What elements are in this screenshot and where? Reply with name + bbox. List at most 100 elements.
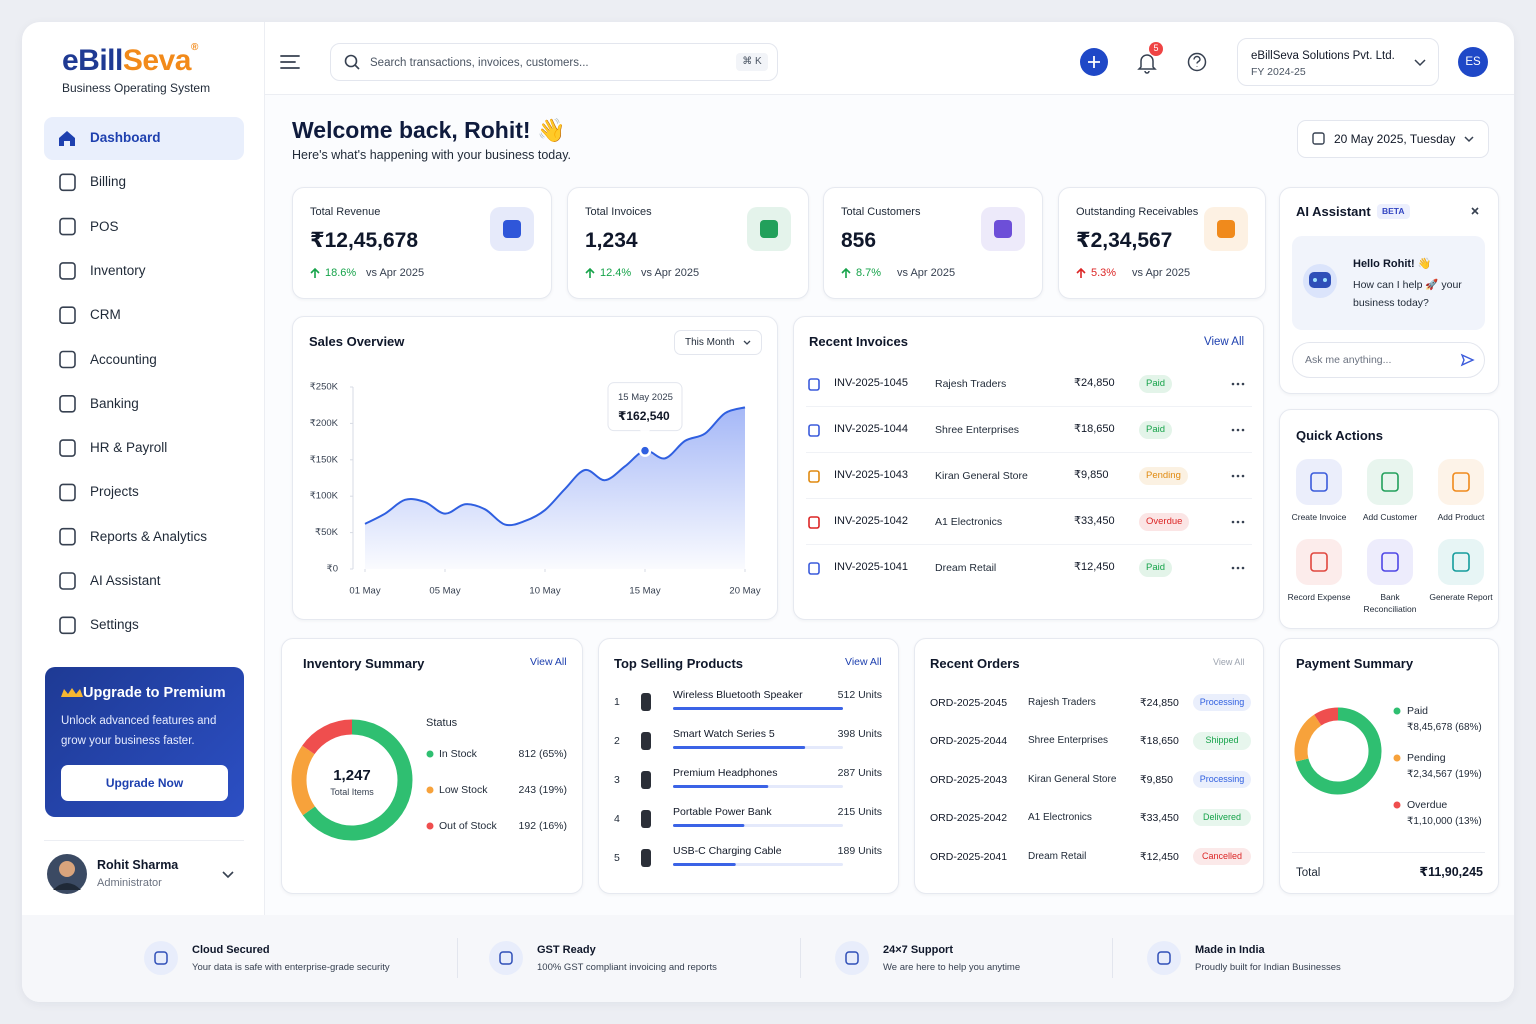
donut-center-label: Total Items	[330, 787, 374, 797]
feature-title: 24×7 Support	[883, 944, 953, 956]
invoice-id[interactable]: INV-2025-1042	[834, 515, 908, 527]
ai-greeting: Hello Rohit! 👋	[1353, 258, 1432, 270]
chart-title: Sales Overview	[309, 334, 405, 349]
order-id[interactable]: ORD-2025-2043	[930, 773, 1008, 786]
invoice-customer: Shree Enterprises	[935, 424, 1020, 436]
invoice-amount: ₹24,850	[1074, 377, 1115, 389]
view-all-link[interactable]: View All	[1204, 336, 1245, 348]
search-box[interactable]	[330, 43, 778, 81]
nav-item[interactable]: CRM	[90, 307, 121, 323]
logo-part: Seva	[122, 44, 192, 77]
kpi-label: Total Invoices	[585, 206, 652, 218]
logo: eBillSeva®	[62, 42, 198, 80]
nav-item[interactable]: Reports & Analytics	[90, 528, 208, 544]
order-id[interactable]: ORD-2025-2041	[930, 850, 1008, 863]
date-picker[interactable]	[1297, 120, 1489, 158]
upgrade-button-label[interactable]: Upgrade Now	[105, 776, 184, 790]
company-name[interactable]: eBillSeva Solutions Pvt. Ltd.	[1251, 50, 1395, 62]
order-id[interactable]: ORD-2025-2044	[930, 735, 1008, 748]
ai-placeholder[interactable]: Ask me anything...	[1305, 354, 1392, 366]
product-units: 287 Units	[837, 767, 882, 779]
invoice-amount: ₹18,650	[1074, 423, 1115, 435]
ai-message: How can I help 🚀 your business today?	[1353, 279, 1462, 309]
topbar-divider	[265, 94, 1514, 95]
company-switcher[interactable]	[1237, 38, 1439, 86]
upgrade-button[interactable]	[61, 765, 228, 801]
invoice-customer: A1 Electronics	[935, 516, 1003, 528]
filter-label[interactable]: This Month	[685, 337, 735, 348]
view-all-link[interactable]: View All	[530, 656, 567, 668]
invoice-id[interactable]: INV-2025-1041	[834, 561, 908, 573]
search-placeholder[interactable]: Search transactions, invoices, customers…	[370, 57, 589, 69]
quick-action-label[interactable]: Add Product	[1437, 512, 1485, 522]
order-customer: Shree Enterprises	[1028, 735, 1109, 747]
nav-item[interactable]: POS	[90, 218, 119, 234]
ai-badge: BETA	[1377, 204, 1410, 219]
kpi-change: 5.3%	[1091, 267, 1117, 279]
invoice-id[interactable]: INV-2025-1044	[834, 423, 908, 435]
nav-item[interactable]: Inventory	[90, 262, 146, 278]
view-all-link[interactable]: View All	[845, 656, 882, 668]
product-rank: 5	[614, 852, 620, 864]
sales-card	[292, 316, 778, 620]
ai-input[interactable]	[1292, 342, 1485, 378]
donut-center-value: 1,247	[333, 767, 371, 784]
quick-actions-card	[1279, 409, 1499, 629]
legend-value: ₹1,10,000 (13%)	[1407, 816, 1482, 827]
nav-item[interactable]: Billing	[90, 174, 127, 190]
legend-value: ₹2,34,567 (19%)	[1407, 769, 1482, 780]
kpi-card	[1058, 187, 1266, 299]
view-all-link[interactable]: View All	[1213, 657, 1245, 667]
invoice-amount: ₹9,850	[1074, 469, 1109, 481]
kpi-compare: vs Apr 2025	[641, 267, 700, 279]
invoices-card	[793, 316, 1264, 620]
legend-value: ₹8,45,678 (68%)	[1407, 722, 1482, 733]
order-id[interactable]: ORD-2025-2045	[930, 697, 1008, 709]
nav-item[interactable]: AI Assistant	[90, 573, 161, 588]
card-title: Top Selling Products	[614, 656, 744, 671]
legend-title: Status	[426, 717, 458, 729]
kpi-compare: vs Apr 2025	[897, 267, 956, 279]
invoice-id[interactable]: INV-2025-1045	[834, 377, 908, 389]
quick-action-label[interactable]: Generate Report	[1429, 592, 1493, 602]
invoice-id[interactable]: INV-2025-1043	[834, 469, 908, 481]
status-pill: Overdue	[1139, 513, 1190, 531]
row-divider	[806, 406, 1252, 407]
nav-item[interactable]: Banking	[90, 395, 139, 411]
user-role: Administrator	[97, 877, 162, 889]
product-name: Portable Power Bank	[673, 806, 772, 818]
nav-item[interactable]: Settings	[90, 617, 139, 633]
quick-action-label[interactable]: Record Expense	[1287, 592, 1351, 602]
notification-count[interactable]: 5	[1153, 43, 1159, 53]
product-units: 215 Units	[837, 806, 882, 818]
kpi-card	[567, 187, 809, 299]
nav-item[interactable]: Projects	[90, 484, 139, 500]
nav-item[interactable]: HR & Payroll	[90, 440, 168, 456]
kpi-compare: vs Apr 2025	[366, 267, 425, 279]
kpi-value: 1,234	[585, 229, 638, 252]
order-id[interactable]: ORD-2025-2042	[930, 812, 1008, 825]
kpi-value: ₹2,34,567	[1076, 229, 1173, 252]
feature-title: Made in India	[1195, 944, 1265, 956]
legend-label: In Stock	[439, 748, 477, 760]
account-initials[interactable]: ES	[1465, 56, 1481, 68]
quick-action-label[interactable]: Bank Reconciliation	[1363, 592, 1417, 614]
product-units: 398 Units	[837, 728, 882, 740]
order-amount: ₹33,450	[1140, 812, 1179, 825]
row-divider	[806, 452, 1252, 453]
nav-item[interactable]: Accounting	[90, 351, 157, 367]
quick-action-label[interactable]: Add Customer	[1362, 512, 1418, 522]
status-pill: Paid	[1139, 559, 1173, 577]
kpi-change: 8.7%	[856, 267, 882, 279]
order-amount: ₹9,850	[1140, 773, 1173, 786]
card-title: Payment Summary	[1296, 656, 1414, 671]
nav-item[interactable]: Dashboard	[90, 130, 161, 145]
ai-title: AI Assistant	[1296, 204, 1371, 219]
quick-action-label[interactable]: Create Invoice	[1291, 512, 1347, 522]
upgrade-text: Unlock advanced features and grow your b…	[61, 715, 217, 747]
feature-divider	[800, 938, 801, 978]
date-label[interactable]: 20 May 2025, Tuesday	[1334, 132, 1456, 146]
total-value: ₹11,90,245	[1419, 865, 1483, 879]
kpi-label: Total Customers	[841, 206, 921, 218]
